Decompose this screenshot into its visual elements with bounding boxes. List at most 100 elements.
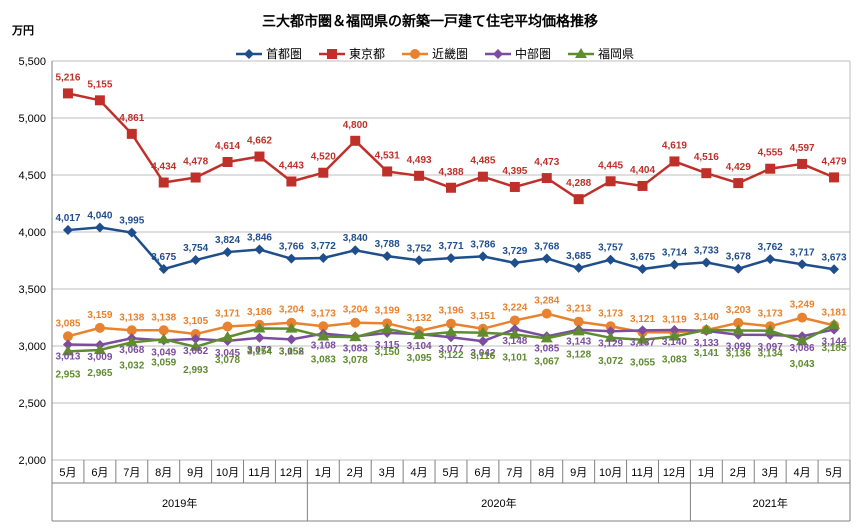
data-point: [93, 343, 106, 354]
data-label: 3,116: [471, 351, 496, 362]
data-point: [604, 331, 617, 342]
data-label: 3,203: [726, 305, 751, 316]
data-point: [414, 255, 425, 266]
data-label: 3,768: [534, 241, 559, 252]
data-point: [126, 227, 137, 238]
legend-marker: [327, 49, 337, 59]
data-point: [350, 317, 361, 328]
data-point: [158, 325, 169, 336]
data-label: 3,099: [726, 342, 751, 353]
data-point: [701, 168, 712, 179]
data-label: 3,213: [566, 304, 591, 315]
legend-label: 中部圏: [515, 46, 551, 61]
data-point: [254, 332, 265, 343]
data-point: [829, 264, 840, 275]
y-axis: 2,000 2,500 3,000 3,500 4,000 4,500 5,000 5,500: [18, 56, 53, 467]
legend-marker: [244, 49, 254, 59]
y-tick-label: 3,000: [18, 341, 46, 353]
data-label: 3,132: [407, 313, 432, 324]
data-label: 3,136: [726, 348, 751, 359]
data-point: [605, 254, 616, 265]
data-label: 3,077: [438, 344, 463, 355]
data-label: 3,140: [694, 312, 719, 323]
data-point: [765, 254, 776, 265]
data-label: 2,953: [55, 369, 80, 380]
year-label: 2021年: [752, 496, 787, 510]
legend-marker: [493, 49, 503, 59]
data-point: [94, 222, 105, 233]
data-point: [765, 163, 776, 174]
data-point: [126, 128, 137, 139]
data-point: [637, 264, 648, 275]
data-label: 4,388: [438, 167, 463, 178]
data-point: [829, 172, 840, 183]
data-label: 3,032: [119, 360, 144, 371]
data-point: [637, 180, 648, 191]
data-label: 3,104: [407, 341, 432, 352]
data-point: [797, 158, 808, 169]
data-label: 4,473: [534, 157, 559, 168]
data-label: 3,204: [279, 305, 304, 316]
data-point: [733, 263, 744, 274]
data-point: [477, 251, 488, 262]
data-point: [573, 316, 584, 327]
x-tick-label: 9月: [570, 467, 587, 479]
data-label: 4,597: [790, 143, 815, 154]
y-unit-label: 万円: [11, 24, 34, 37]
data-label: 3,105: [183, 316, 208, 327]
data-label: 3,059: [151, 357, 176, 368]
data-point: [605, 321, 616, 332]
x-tick-label: 3月: [379, 467, 396, 479]
y-tick-label: 2,500: [18, 398, 46, 410]
data-point: [382, 166, 393, 177]
data-label: 3,009: [87, 352, 112, 363]
legend-marker: [410, 49, 420, 59]
x-tick-label: 5月: [442, 467, 459, 479]
data-label: 3,752: [407, 243, 432, 254]
data-point: [253, 322, 266, 333]
data-label: 4,861: [119, 113, 144, 124]
data-label: 3,078: [215, 355, 240, 366]
legend-item: 近畿圏: [402, 47, 468, 61]
data-label: 4,493: [407, 155, 432, 166]
data-point: [636, 333, 649, 344]
data-point: [61, 345, 74, 356]
data-point: [62, 225, 73, 236]
data-label: 3,045: [215, 348, 240, 359]
data-label: 3,085: [55, 318, 80, 329]
data-point: [222, 321, 233, 332]
data-label: 4,443: [279, 160, 304, 171]
data-point: [158, 177, 169, 188]
data-point: [669, 156, 680, 167]
data-point: [605, 326, 616, 337]
data-point: [190, 255, 201, 266]
data-point: [764, 324, 777, 335]
x-tick-label: 4月: [411, 467, 428, 479]
data-label: 3,673: [822, 252, 847, 263]
data-label: 3,199: [375, 305, 400, 316]
x-tick-label: 2月: [730, 467, 747, 479]
data-point: [318, 167, 329, 178]
data-point: [668, 330, 681, 341]
data-label: 3,846: [247, 233, 272, 244]
y-tick-label: 5,000: [18, 113, 46, 125]
data-label: 3,678: [726, 252, 751, 263]
data-point: [285, 322, 298, 333]
data-label: 3,085: [534, 343, 559, 354]
series-group: [61, 88, 841, 356]
data-label: 4,478: [183, 157, 208, 168]
data-label: 3,204: [343, 305, 368, 316]
data-label: 3,083: [343, 344, 368, 355]
x-tick-label: 6月: [474, 467, 491, 479]
data-label: 4,040: [87, 210, 112, 221]
x-tick-label: 5月: [59, 467, 76, 479]
y-tick-label: 2,000: [18, 455, 46, 467]
data-point: [413, 329, 426, 340]
data-label: 3,762: [758, 242, 783, 253]
data-label: 3,786: [470, 239, 495, 250]
data-label: 4,520: [311, 152, 336, 163]
data-point: [509, 181, 520, 192]
data-label: 3,766: [279, 242, 304, 253]
data-label: 3,101: [502, 352, 527, 363]
data-point: [190, 172, 201, 183]
